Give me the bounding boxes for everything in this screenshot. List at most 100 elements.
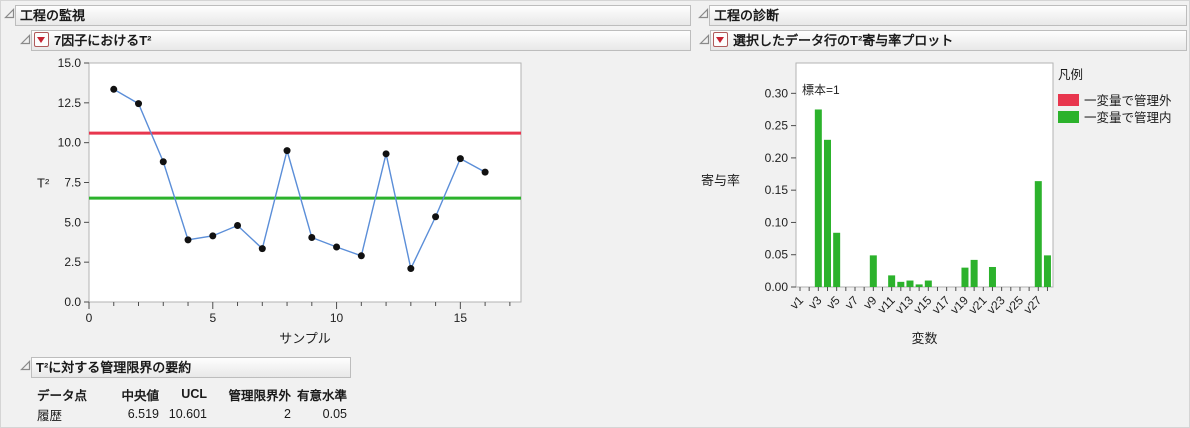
legend-label: 一変量で管理外 [1084,94,1172,108]
t2-plot-frame[interactable] [88,62,522,303]
disclosure-icon[interactable] [20,360,31,371]
legend-item-in-control[interactable]: 一変量で管理内 [1058,107,1172,126]
y-tick-label: 0.0 [64,295,81,309]
t2-y-axis-title: T² [37,176,50,191]
disclosure-icon[interactable] [4,8,15,19]
data-point[interactable] [209,232,217,240]
contribution-bar[interactable] [988,266,996,287]
contrib-x-axis-title: 変数 [911,331,937,346]
legend-swatch-red [1058,93,1079,106]
legend-label: 一変量で管理内 [1084,111,1172,125]
outline-header-control-limits-summary[interactable]: T²に対する管理限界の要約 [31,357,351,378]
y-tick-label: 15.0 [58,56,82,70]
contribution-bar[interactable] [823,139,831,287]
y-tick-label: 10.0 [58,136,82,150]
contribution-bar[interactable] [814,109,822,287]
y-tick-label: 5.0 [64,215,81,229]
t2-control-chart[interactable]: 0.0 2.5 5.0 7.5 10.0 12.5 15.0 0 5 10 15 T² サンプル [37,56,522,346]
x-tick-label: v3 [806,293,825,312]
disclosure-icon[interactable] [698,8,709,19]
contribution-bar[interactable] [961,267,969,287]
legend-item-out-of-control[interactable]: 一変量で管理外 [1058,90,1172,109]
outline-title: 工程の診断 [714,8,780,23]
data-point[interactable] [382,150,390,158]
data-point[interactable] [283,147,291,155]
contribution-bar[interactable] [869,255,877,287]
cell-out-of-limits: 2 [284,407,291,421]
x-tick-label: v5 [824,293,843,312]
contribution-bar[interactable] [1043,255,1051,287]
red-triangle-menu-button[interactable] [713,32,728,47]
data-point[interactable] [110,85,118,93]
col-header-data-point: データ点 [37,388,88,403]
data-point[interactable] [432,213,440,221]
x-tick-label: v7 [842,293,861,312]
control-limits-table: データ点 中央値 UCL 管理限界外 有意水準 履歴 6.519 10.601 … [37,384,347,424]
data-point[interactable] [333,243,341,251]
y-tick-label: 7.5 [64,176,81,190]
legend-title: 凡例 [1058,68,1084,82]
y-tick-label: 0.15 [765,183,789,197]
data-point[interactable] [135,100,143,108]
contribution-bar[interactable] [970,259,978,287]
data-point[interactable] [407,265,415,273]
outline-title: 工程の監視 [20,8,86,23]
x-tick-label: 15 [454,311,468,325]
red-triangle-menu-button[interactable] [34,32,49,47]
y-tick-label: 2.5 [64,255,81,269]
y-tick-label: 0.30 [765,86,789,100]
data-point[interactable] [357,252,365,260]
outline-header-process-monitoring[interactable]: 工程の監視 [15,5,691,26]
disclosure-icon[interactable] [699,34,710,45]
contribution-bar[interactable] [924,280,932,287]
col-header-alpha: 有意水準 [296,388,347,403]
x-tick-label: 5 [209,311,216,325]
legend-swatch-green [1058,110,1079,123]
t2-x-axis-title: サンプル [279,331,331,346]
outline-title: 選択したデータ行のT²寄与率プロット [733,33,954,48]
y-tick-label: 0.00 [765,280,789,294]
y-tick-label: 12.5 [58,96,82,110]
y-tick-label: 0.10 [765,215,789,229]
contrib-y-axis-title: 寄与率 [701,173,740,188]
x-tick-label: 10 [330,311,344,325]
x-tick-label: v27 [1021,293,1045,317]
x-tick-label: v1 [787,293,806,312]
y-tick-label: 0.20 [765,151,789,165]
table-row[interactable]: 履歴 6.519 10.601 2 0.05 [37,404,347,424]
col-header-out-of-limits: 管理限界外 [228,388,291,403]
contribution-bar[interactable] [897,281,905,287]
contribution-bar[interactable] [1034,181,1042,287]
y-tick-label: 0.25 [765,119,789,133]
sample-annotation: 標本=1 [802,83,840,97]
outline-header-process-diagnosis[interactable]: 工程の診断 [709,5,1187,26]
contribution-bar[interactable] [833,232,841,287]
cell-median: 6.519 [127,407,159,421]
contribution-bar[interactable] [888,275,896,287]
t2-series-line [113,88,486,271]
x-tick-label: 0 [86,311,93,325]
data-point[interactable] [184,236,192,244]
col-header-median: 中央値 [121,388,159,403]
outline-title: T²に対する管理限界の要約 [36,360,192,375]
cell-alpha: 0.05 [322,407,347,421]
outline-title: 7因子におけるT² [54,33,152,48]
data-point[interactable] [481,168,489,176]
data-point[interactable] [234,222,242,230]
outline-header-contribution-plot[interactable]: 選択したデータ行のT²寄与率プロット [710,30,1187,51]
y-tick-label: 0.05 [765,248,789,262]
table-header-row: データ点 中央値 UCL 管理限界外 有意水準 [37,384,347,404]
contribution-bar[interactable] [915,284,923,287]
data-point[interactable] [258,245,266,253]
cell-data-point: 履歴 [37,408,63,423]
disclosure-icon[interactable] [20,34,31,45]
contribution-bar[interactable] [906,280,914,287]
data-point[interactable] [456,155,464,163]
data-point[interactable] [159,158,167,166]
outline-header-t2-chart[interactable]: 7因子におけるT² [31,30,691,51]
data-point[interactable] [308,233,316,241]
col-header-ucl: UCL [181,387,207,401]
